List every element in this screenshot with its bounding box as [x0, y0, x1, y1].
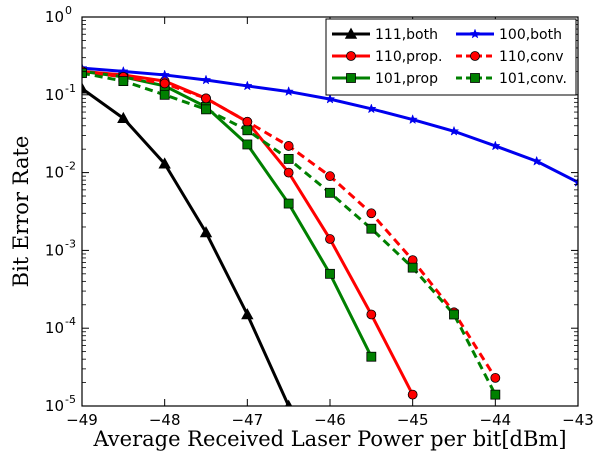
- x-tick-label: −47: [232, 411, 264, 429]
- data-point: [366, 351, 377, 362]
- series-line: [82, 69, 373, 358]
- data-point: [159, 69, 170, 80]
- data-point: [324, 93, 336, 104]
- data-point: [531, 155, 542, 166]
- legend-marker: [344, 27, 358, 39]
- legend-item: 100,both: [456, 27, 562, 43]
- legend-label: 101,conv.: [499, 71, 567, 87]
- legend-item: 110,prop.: [332, 49, 442, 65]
- data-point: [490, 140, 501, 151]
- x-tick-label: −48: [149, 411, 181, 429]
- data-point: [407, 262, 418, 273]
- y-tick-label: 10: [45, 241, 64, 259]
- x-tick-label: −44: [480, 411, 512, 429]
- series-110-conv: [82, 66, 501, 383]
- series-111-both: [82, 82, 293, 406]
- data-point: [407, 114, 418, 125]
- y-tick-label: 10: [45, 397, 64, 415]
- data-point: [118, 76, 129, 87]
- x-tick-label: −49: [66, 411, 98, 429]
- x-tick-label: −46: [314, 411, 346, 429]
- data-point: [283, 198, 294, 209]
- series-100-both: [82, 62, 578, 187]
- series-101-conv-: [82, 68, 501, 400]
- data-point: [283, 154, 294, 164]
- legend-label: 100,both: [499, 27, 562, 43]
- legend-item: 110,conv: [456, 49, 564, 65]
- legend-label: 111,both: [375, 27, 438, 43]
- y-tick-exponent: -1: [65, 82, 76, 95]
- legend-item: 101,prop: [332, 71, 438, 87]
- data-point: [325, 234, 335, 244]
- data-point: [325, 171, 335, 182]
- data-point: [82, 82, 89, 94]
- data-point: [158, 157, 171, 169]
- series-layer: [82, 62, 578, 406]
- legend-marker: [470, 73, 480, 83]
- x-axis-label: Average Received Laser Power per bit[dBm…: [92, 427, 566, 451]
- data-point: [242, 139, 253, 150]
- data-point: [366, 103, 377, 114]
- data-point: [490, 372, 501, 383]
- y-tick-exponent: -4: [65, 315, 76, 328]
- data-point: [242, 116, 253, 127]
- data-point: [200, 74, 212, 85]
- series-line: [82, 87, 291, 406]
- data-point: [283, 167, 294, 178]
- data-point: [283, 141, 294, 151]
- data-point: [325, 268, 335, 279]
- y-tick-label: 10: [45, 164, 64, 182]
- legend-label: 101,prop: [375, 71, 438, 87]
- data-point: [448, 125, 460, 136]
- data-point: [283, 86, 294, 97]
- data-point: [366, 309, 377, 320]
- legend: 111,both 110,prop. 101,prop 100,both 110,con…: [325, 18, 577, 96]
- legend-label: 110,conv: [499, 49, 564, 65]
- data-point: [201, 93, 211, 104]
- data-point: [159, 89, 170, 100]
- legend-marker: [346, 73, 356, 83]
- data-point: [117, 111, 130, 124]
- data-point: [449, 309, 459, 320]
- ticks-layer: [81, 16, 579, 407]
- y-axis-label: Bit Error Rate: [9, 136, 33, 288]
- data-point: [159, 78, 170, 89]
- y-tick-exponent: 0: [65, 4, 72, 17]
- data-point: [242, 80, 253, 91]
- y-tick-label: 10: [45, 8, 64, 26]
- data-point: [490, 389, 501, 400]
- y-tick-exponent: -2: [65, 160, 76, 173]
- data-point: [241, 308, 254, 320]
- y-tick-label: 10: [45, 319, 64, 337]
- legend-marker: [469, 28, 481, 39]
- legend-marker: [346, 51, 356, 61]
- series-line: [82, 69, 497, 379]
- x-tick-label: −43: [562, 411, 594, 429]
- legend-item: 101,conv.: [456, 71, 567, 87]
- data-point: [325, 187, 335, 198]
- data-point: [201, 104, 211, 115]
- y-tick-exponent: -5: [65, 393, 76, 406]
- legend-label: 110,prop.: [375, 49, 442, 65]
- x-tick-label: −45: [397, 411, 429, 429]
- y-tick-label: 10: [45, 86, 64, 104]
- data-point: [366, 223, 377, 234]
- y-tick-exponent: -3: [65, 237, 76, 250]
- data-point: [366, 208, 377, 219]
- legend-marker: [470, 51, 480, 61]
- data-point: [242, 125, 253, 136]
- data-point: [407, 389, 418, 400]
- data-point: [572, 176, 578, 187]
- legend-item: 111,both: [332, 27, 438, 43]
- data-point: [199, 226, 213, 238]
- data-point: [82, 68, 87, 79]
- series-line: [82, 71, 497, 396]
